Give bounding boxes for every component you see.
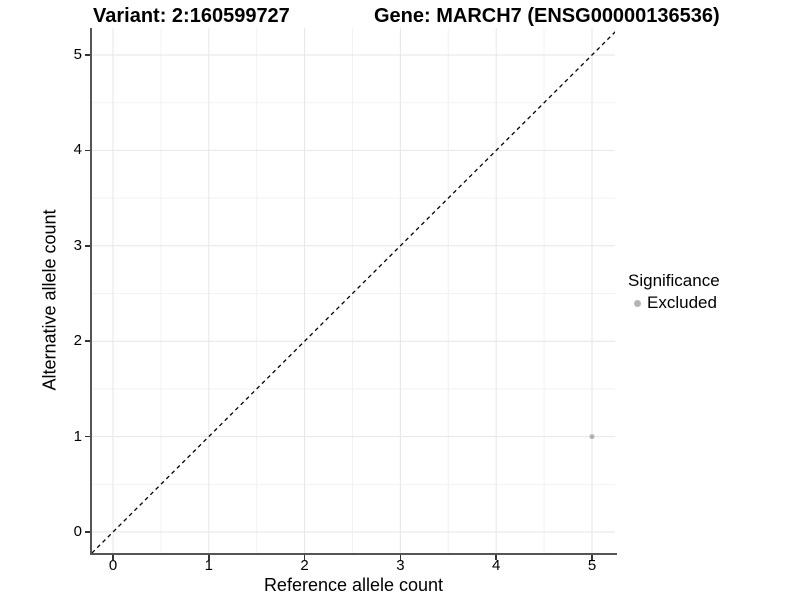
x-tick-mark (303, 555, 306, 560)
x-tick-label: 0 (108, 557, 118, 574)
identity-line (92, 31, 615, 553)
legend-title: Significance (628, 271, 720, 290)
legend-item-label: Excluded (647, 293, 717, 312)
y-tick-mark (85, 54, 90, 56)
plot-canvas (92, 28, 615, 553)
y-tick-label: 3 (73, 236, 82, 254)
x-tick-label: 3 (396, 557, 405, 574)
y-tick-label: 5 (73, 46, 82, 63)
x-tick-label: 4 (492, 557, 501, 574)
legend-point-swatch (634, 299, 641, 307)
legend: Significance Excluded (628, 271, 720, 313)
y-tick-mark (85, 340, 90, 342)
x-tick-mark (112, 555, 114, 560)
plot-title-gene: Gene: MARCH7 (ENSG00000136536) (374, 5, 720, 27)
legend-item-excluded: Excluded (634, 293, 720, 313)
y-tick-mark (85, 531, 90, 533)
x-tick-mark (591, 555, 593, 560)
x-tick-label: 1 (204, 557, 213, 574)
x-tick-mark (399, 555, 402, 560)
y-tick-label: 0 (73, 523, 82, 540)
y-tick-label: 2 (73, 332, 82, 350)
plot-panel (90, 28, 617, 555)
y-tick-mark (85, 435, 90, 438)
x-tick-mark (495, 555, 497, 560)
x-tick-label: 5 (587, 557, 597, 574)
plot-title-variant: Variant: 2:160599727 (93, 5, 290, 27)
y-tick-label: 1 (73, 427, 82, 445)
y-tick-label: 4 (73, 141, 82, 159)
x-tick-label: 2 (300, 557, 309, 574)
x-axis-title: Reference allele count (263, 575, 444, 595)
y-tick-mark (85, 149, 90, 152)
data-point (589, 434, 595, 440)
y-tick-mark (85, 245, 90, 247)
x-tick-mark (208, 555, 210, 560)
